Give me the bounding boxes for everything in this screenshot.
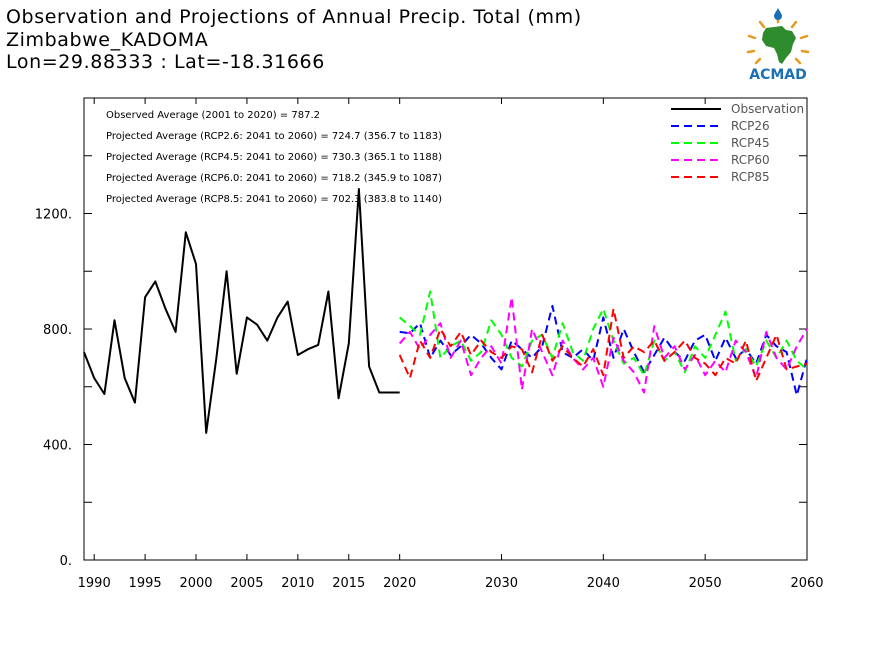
series-lines	[83, 188, 808, 434]
stat-rcp26: Projected Average (RCP2.6: 2041 to 2060)…	[106, 131, 442, 142]
y-tick-label: 1200.	[35, 208, 72, 223]
x-tick-label: 2060	[790, 576, 823, 591]
x-tick-label: 1995	[129, 576, 162, 591]
logo-text: ACMAD	[749, 67, 807, 83]
legend: Observation RCP26 RCP45 RCP60 RCP85	[671, 102, 804, 184]
x-tick-label: 2010	[281, 576, 314, 591]
x-tick-label: 2030	[485, 576, 518, 591]
x-tick-label: 2050	[689, 576, 722, 591]
stat-rcp85: Projected Average (RCP8.5: 2041 to 2060)…	[106, 194, 442, 205]
x-tick-label: 2000	[179, 576, 212, 591]
legend-label-rcp60: RCP60	[731, 153, 770, 167]
plot-frame	[83, 97, 808, 561]
chart-title: Observation and Projections of Annual Pr…	[6, 6, 582, 28]
series-line-rcp45	[399, 290, 808, 377]
africa-map-logo-icon: ACMAD	[746, 8, 810, 83]
stat-observed: Observed Average (2001 to 2020) = 787.2	[106, 110, 320, 121]
x-tick-label: 2015	[332, 576, 365, 591]
series-line-rcp85	[398, 307, 808, 382]
y-tick-label: 800.	[43, 323, 72, 338]
statistics-annotations: Observed Average (2001 to 2020) = 787.2 …	[106, 110, 442, 205]
series-line-rcp26	[399, 304, 808, 397]
x-tick-label: 2020	[383, 576, 416, 591]
stat-rcp60: Projected Average (RCP6.0: 2041 to 2060)…	[106, 173, 442, 184]
y-axis-tick-labels: 0. 400. 800. 1200.	[35, 208, 72, 570]
x-tick-label: 2005	[230, 576, 263, 591]
y-tick-label: 400.	[43, 439, 72, 454]
legend-label-rcp26: RCP26	[731, 119, 770, 133]
axis-ticks	[84, 98, 808, 561]
legend-label-rcp85: RCP85	[731, 170, 770, 184]
legend-label-rcp45: RCP45	[731, 136, 770, 150]
stat-rcp45: Projected Average (RCP4.5: 2041 to 2060)…	[106, 152, 442, 163]
y-tick-label: 0.	[60, 554, 72, 569]
legend-label-observation: Observation	[731, 102, 804, 116]
x-tick-label: 2040	[587, 576, 620, 591]
station-coordinates: Lon=29.88333 : Lat=-18.31666	[6, 51, 325, 73]
series-line-rcp60	[398, 296, 808, 394]
x-axis-tick-labels: 1990 1995 2000 2005 2010 2015 2020 2030 2040 2050…	[78, 576, 824, 591]
acmad-logo: ACMAD	[736, 6, 820, 86]
station-name: Zimbabwe_KADOMA	[6, 28, 209, 51]
x-tick-label: 1990	[78, 576, 111, 591]
title-block: Observation and Projections of Annual Pr…	[6, 6, 582, 74]
series-line-observation	[83, 188, 400, 434]
